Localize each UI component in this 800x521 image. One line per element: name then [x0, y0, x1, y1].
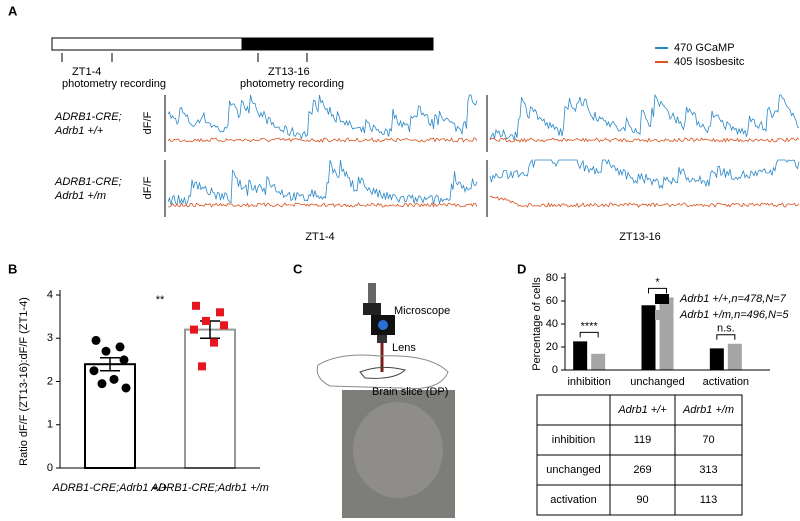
table-cell: 313 [699, 464, 717, 476]
bar [184, 328, 236, 469]
legend-label: Adrb1 +/m,n=496,N=5 [679, 309, 789, 321]
point [109, 374, 119, 384]
legend-label: 405 Isosbesitc [674, 56, 745, 68]
legend-label: 470 GCaMP [674, 42, 735, 54]
table-cell: 113 [700, 494, 718, 506]
y-tick-label: 80 [546, 272, 558, 284]
legend-swatch [655, 294, 669, 304]
point [216, 308, 224, 317]
y-tick-label: 0 [552, 364, 558, 376]
light-phase [51, 37, 243, 51]
column-label: ZT1-4 [305, 231, 334, 243]
legend-label: Adrb1 +/+,n=478,N=7 [679, 293, 787, 305]
y-tick-label: 4 [47, 289, 53, 301]
bracket [716, 334, 736, 340]
point [119, 355, 129, 365]
bar [641, 305, 656, 370]
significance: **** [581, 320, 599, 332]
row-label: ADRB1-CRE; [54, 176, 122, 188]
x-tick-label: inhibition [567, 376, 610, 388]
error-bar [100, 356, 120, 372]
point [121, 383, 131, 393]
table-cell: 269 [633, 464, 651, 476]
timeline-label: photometry recording [62, 78, 166, 90]
point [97, 379, 107, 389]
significance: n.s. [717, 323, 735, 335]
drawing-label: Brain slice (DP) [372, 386, 448, 398]
x-tick-label: ADRB1-CRE;Adrb1 +/+ [52, 482, 169, 494]
panel-label: D [517, 261, 526, 276]
bar [573, 341, 588, 370]
y-tick-label: 60 [546, 295, 558, 307]
trace [489, 158, 800, 190]
y-tick-label: 20 [546, 341, 558, 353]
table-cell: unchanged [546, 464, 600, 476]
x-tick-label: unchanged [630, 376, 684, 388]
bracket [648, 287, 667, 294]
column-label: ZT13-16 [619, 231, 661, 243]
y-tick-label: 0 [47, 462, 53, 474]
point [192, 301, 200, 310]
timeline-label: ZT1-4 [72, 66, 101, 78]
table-header: Adrb1 +/m [682, 404, 734, 416]
dark-phase [241, 37, 434, 51]
table-cell: 119 [634, 434, 652, 446]
trace [167, 137, 478, 143]
microscope-drawing [316, 283, 449, 390]
panel-label: A [8, 3, 18, 18]
y-axis-label: Ratio dF/F (ZT13-16):dF/F (ZT1-4) [18, 297, 30, 466]
drawing-label: Lens [392, 342, 416, 354]
row-label: ADRB1-CRE; [54, 111, 122, 123]
table-header: Adrb1 +/+ [617, 404, 667, 416]
trace [489, 195, 800, 208]
table-cell: activation [550, 494, 596, 506]
significance: ** [156, 294, 165, 306]
timeline-ticks [61, 53, 308, 62]
point [210, 338, 218, 347]
point [220, 321, 228, 330]
y-tick-label: 1 [47, 419, 53, 431]
timeline-label: photometry recording [240, 78, 344, 90]
y-tick-label: 3 [47, 332, 53, 344]
trace [489, 137, 800, 143]
drawing-label: Microscope [394, 305, 450, 317]
trace [167, 159, 478, 206]
trace-axis-label: dF/F [142, 111, 154, 134]
x-tick-label: activation [703, 376, 749, 388]
point [91, 335, 101, 345]
bar [591, 353, 606, 370]
brain-image-field [353, 402, 443, 498]
point [202, 316, 210, 325]
table-cell: 70 [702, 434, 714, 446]
trace [489, 93, 800, 141]
panel-label: C [293, 261, 303, 276]
panel-label: B [8, 261, 17, 276]
trace [168, 202, 478, 208]
bar [659, 297, 674, 370]
y-axis-label: Percentage of cells [531, 277, 543, 371]
trace-axis-label: dF/F [142, 176, 154, 199]
bar [709, 348, 724, 370]
legend-swatch [655, 310, 669, 320]
trace [167, 94, 478, 140]
y-tick-label: 2 [47, 375, 53, 387]
point [190, 325, 198, 334]
table-cell: 90 [636, 494, 648, 506]
timeline-label: ZT13-16 [268, 66, 310, 78]
row-label: Adrb1 +/+ [54, 125, 104, 137]
point [89, 366, 99, 376]
x-tick-label: ADRB1-CRE;Adrb1 +/m [150, 482, 269, 494]
bar [727, 343, 742, 370]
y-tick-label: 40 [546, 318, 558, 330]
point [115, 342, 125, 352]
bar [84, 363, 136, 470]
bracket [579, 331, 599, 338]
table-cell: inhibition [552, 434, 595, 446]
row-label: Adrb1 +/m [54, 190, 106, 202]
significance: * [655, 276, 660, 288]
point [198, 362, 206, 371]
point [101, 346, 111, 356]
